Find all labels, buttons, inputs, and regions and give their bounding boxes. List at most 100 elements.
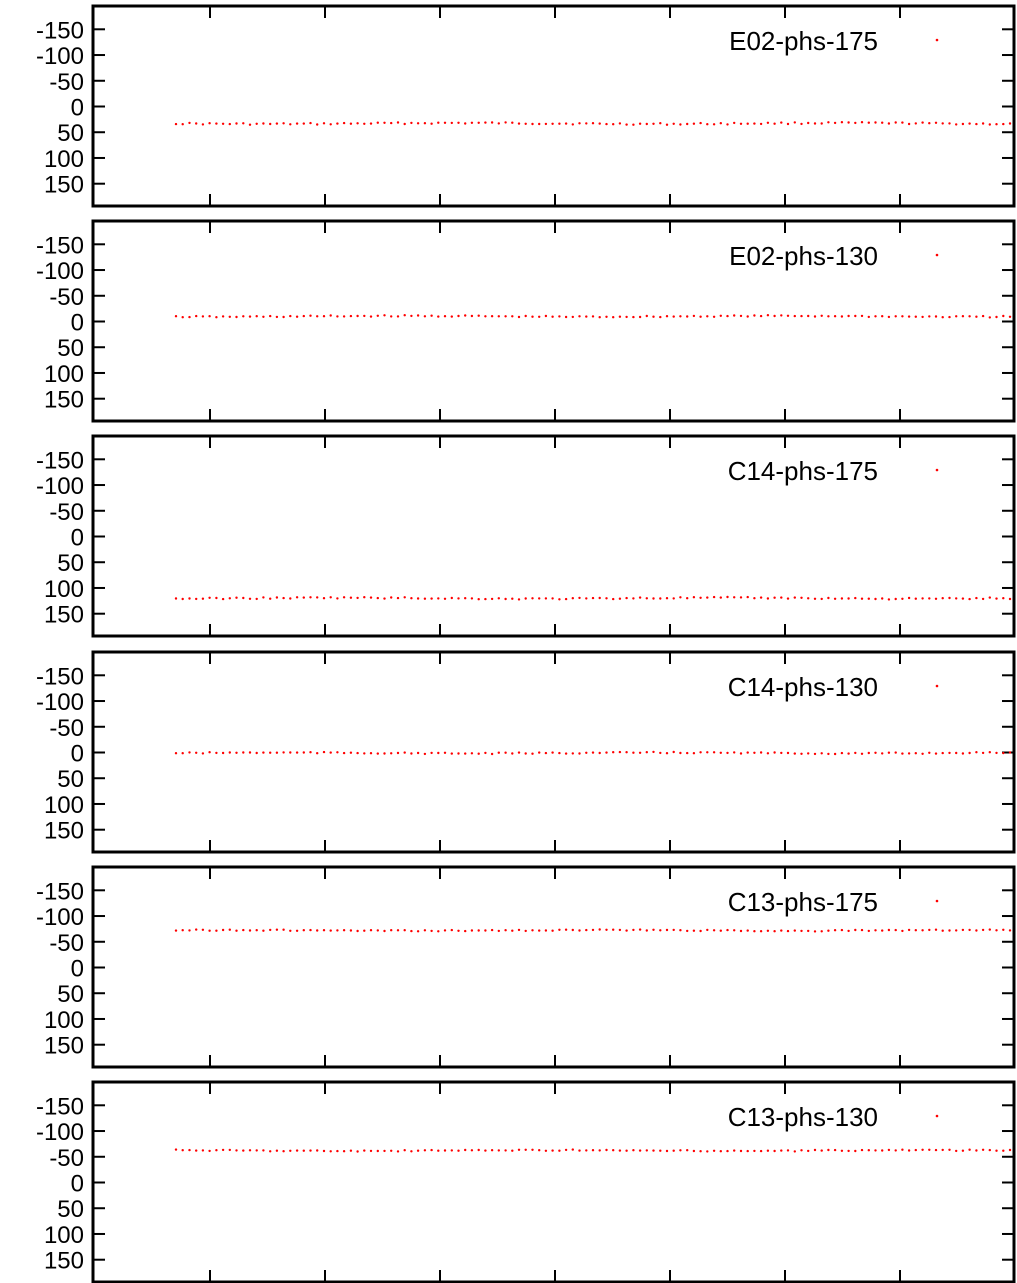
data-point xyxy=(753,597,756,600)
data-point xyxy=(517,315,521,319)
data-point xyxy=(504,121,507,124)
data-point xyxy=(383,929,386,933)
data-point xyxy=(941,597,944,600)
data-point xyxy=(470,752,474,755)
data-point xyxy=(289,123,292,126)
data-point xyxy=(753,930,756,933)
data-point xyxy=(827,315,830,318)
data-point xyxy=(416,122,420,125)
data-point xyxy=(907,752,911,755)
data-point xyxy=(342,929,346,932)
data-point xyxy=(396,121,400,124)
data-point xyxy=(807,597,810,600)
data-point xyxy=(907,1149,911,1152)
data-point xyxy=(1008,597,1012,601)
data-point xyxy=(914,122,917,125)
data-point xyxy=(813,752,817,756)
data-point xyxy=(383,121,386,125)
data-point xyxy=(901,315,904,318)
data-point xyxy=(786,751,790,755)
data-point xyxy=(921,597,924,600)
data-point xyxy=(544,597,548,600)
data-point xyxy=(564,597,568,601)
y-tick-label: 100 xyxy=(44,576,84,603)
data-point xyxy=(618,122,622,125)
data-point xyxy=(403,314,406,317)
data-point xyxy=(262,751,265,754)
data-point xyxy=(242,1149,245,1152)
data-point xyxy=(981,751,985,755)
data-point xyxy=(309,751,312,754)
data-point xyxy=(928,1148,931,1152)
data-point xyxy=(275,596,279,599)
data-point xyxy=(585,315,588,318)
data-point xyxy=(517,928,521,932)
data-point xyxy=(316,123,319,126)
data-point xyxy=(955,315,958,318)
data-point xyxy=(416,314,420,317)
data-point xyxy=(538,751,541,754)
data-point xyxy=(174,929,178,932)
data-point xyxy=(988,123,991,126)
data-point xyxy=(632,928,635,932)
data-point xyxy=(914,752,917,755)
data-point xyxy=(558,598,561,601)
data-point xyxy=(322,750,326,754)
data-point xyxy=(800,1149,803,1152)
data-point xyxy=(867,929,870,933)
data-point xyxy=(598,751,601,755)
data-point xyxy=(349,122,353,125)
data-point xyxy=(800,314,803,318)
data-point xyxy=(363,929,366,932)
data-point xyxy=(733,121,736,125)
data-point xyxy=(988,751,991,754)
data-point xyxy=(995,597,998,600)
data-point xyxy=(827,596,830,600)
data-point xyxy=(928,315,931,318)
data-point xyxy=(302,1149,305,1152)
data-point xyxy=(793,314,796,318)
data-point xyxy=(807,1149,810,1153)
data-point xyxy=(914,315,917,318)
data-point xyxy=(907,315,911,318)
data-point xyxy=(221,315,225,318)
y-tick-label: 50 xyxy=(57,981,84,1008)
data-point xyxy=(753,122,756,125)
data-point xyxy=(739,1149,743,1153)
data-point xyxy=(551,929,554,932)
data-point xyxy=(174,752,178,755)
data-point xyxy=(921,315,924,319)
data-point xyxy=(201,315,205,318)
data-point xyxy=(847,752,850,755)
data-point xyxy=(719,122,722,125)
data-point xyxy=(517,1148,521,1152)
data-point xyxy=(208,1149,211,1153)
data-point xyxy=(423,929,427,932)
data-point xyxy=(988,928,991,931)
data-point xyxy=(672,928,675,932)
data-point xyxy=(907,928,911,932)
data-point xyxy=(847,121,850,124)
data-point xyxy=(665,928,669,932)
data-point xyxy=(383,597,386,600)
data-point xyxy=(289,751,292,754)
y-tick-label: -150 xyxy=(36,447,84,474)
data-point xyxy=(833,315,837,318)
data-point xyxy=(874,597,877,601)
data-point xyxy=(840,751,844,755)
data-point xyxy=(961,928,965,932)
data-point xyxy=(719,751,722,754)
data-point xyxy=(309,121,312,125)
data-point xyxy=(773,930,776,933)
data-point xyxy=(780,596,783,599)
data-point xyxy=(726,595,729,599)
data-point xyxy=(652,928,655,931)
data-point xyxy=(571,752,574,755)
data-point xyxy=(524,314,527,318)
data-point xyxy=(719,596,722,599)
data-point xyxy=(484,121,487,124)
data-point xyxy=(800,596,803,599)
data-point xyxy=(390,315,393,318)
data-point xyxy=(356,596,359,600)
y-tick-label: 150 xyxy=(44,1033,84,1060)
